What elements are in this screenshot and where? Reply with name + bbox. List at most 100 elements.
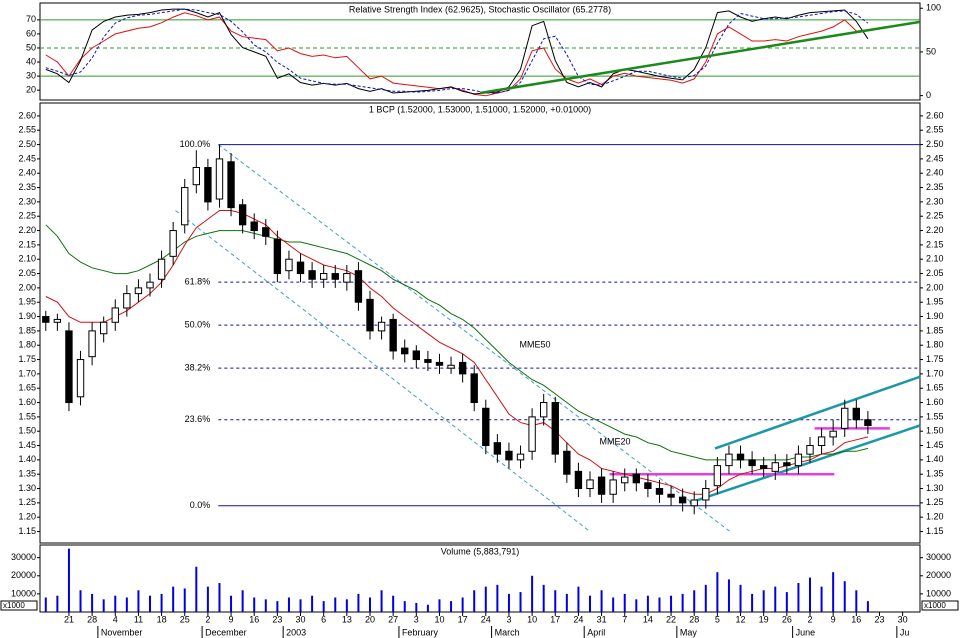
candle-body: [296, 261, 305, 275]
volume-bar: [531, 575, 534, 612]
y-tick-label: 2.20: [18, 225, 36, 235]
y-tick-label: 1.50: [18, 426, 36, 436]
volume-bar: [380, 590, 383, 612]
volume-bar: [739, 584, 742, 612]
volume-bar: [496, 584, 499, 612]
y-tick-label: 70: [26, 14, 36, 24]
candle-body: [285, 258, 293, 272]
month-label: April: [587, 627, 605, 637]
volume-bar: [392, 595, 395, 612]
y-tick-label: 2.35: [926, 182, 944, 192]
candle-body: [817, 436, 826, 447]
candle-body: [540, 402, 548, 418]
candle-body: [424, 359, 432, 363]
unit-box: [921, 600, 959, 611]
volume-bar: [264, 599, 267, 612]
candle-body: [563, 450, 571, 475]
y-tick-label: 1.80: [926, 340, 944, 350]
volume-bar: [554, 590, 557, 612]
candle-body: [88, 330, 96, 358]
y-tick-label: 0: [926, 90, 931, 100]
volume-bar: [809, 577, 811, 612]
series-line: [45, 8, 869, 95]
y-tick-label: 1.45: [18, 440, 36, 450]
y-tick-label: 2.25: [926, 211, 944, 221]
y-tick-label: 2.50: [18, 139, 36, 149]
y-tick-label: 2.15: [926, 239, 944, 249]
volume-bar: [600, 590, 603, 612]
y-tick-label: 1.55: [18, 411, 36, 421]
x-tick-label: 14: [643, 614, 653, 624]
candle-body: [678, 496, 687, 504]
x-tick-label: 21: [64, 614, 74, 624]
y-tick-label: 2.15: [18, 239, 36, 249]
y-tick-label: 1.75: [926, 354, 944, 364]
candle-body: [783, 462, 791, 467]
x-tick-label: 4: [113, 614, 118, 624]
volume-bar: [102, 599, 105, 612]
volume-bar: [276, 601, 279, 612]
x-tick-label: 6: [321, 614, 326, 624]
volume-bar: [727, 579, 730, 612]
x-tick-label: 9: [831, 614, 836, 624]
y-tick-label: 1.35: [926, 469, 944, 479]
volume-bar: [693, 590, 696, 612]
y-tick-label: 2.05: [926, 268, 944, 278]
volume-bar: [843, 581, 846, 612]
volume-bar: [670, 595, 673, 612]
x-tick-label: 30: [296, 614, 306, 624]
series-line: [45, 8, 869, 94]
x-tick-label: 2: [205, 614, 210, 624]
y-tick-label: 100: [926, 3, 941, 13]
volume-bar: [473, 590, 476, 612]
candle-body: [864, 419, 872, 426]
candle-body: [516, 453, 525, 461]
candle-body: [320, 273, 328, 280]
volume-bar: [484, 586, 487, 612]
candle-body: [551, 402, 559, 455]
panel-title: Relative Strength Index (62.9625), Stoch…: [349, 4, 611, 14]
x-tick-label: 31: [597, 614, 607, 624]
y-tick-label: 1.70: [926, 368, 944, 378]
volume-bar: [345, 599, 348, 612]
y-tick-label: 50: [26, 42, 36, 52]
x-tick-label: 5: [715, 614, 720, 624]
x-tick-label: 13: [342, 614, 352, 624]
candle-body: [238, 204, 247, 226]
volume-bar: [241, 590, 244, 612]
series-label: MME20: [599, 436, 630, 446]
candle-body: [702, 488, 710, 501]
candle-body: [632, 473, 641, 484]
y-tick-label: 30: [26, 70, 36, 80]
unit-label: x1000: [924, 601, 946, 610]
volume-bar: [426, 604, 429, 612]
candle-body: [794, 453, 803, 467]
x-tick-label: 3: [506, 614, 511, 624]
x-tick-label: 24: [573, 614, 583, 624]
candle-body: [412, 350, 421, 361]
x-tick-label: 25: [180, 614, 190, 624]
candle-body: [204, 166, 212, 203]
y-tick-label: 10000: [926, 588, 951, 598]
volume-bar: [79, 590, 82, 612]
y-tick-label: 1.95: [18, 297, 36, 307]
y-tick-label: 1.80: [18, 340, 36, 350]
candle-body: [377, 321, 386, 332]
panel-frame: [39, 544, 921, 613]
volume-bar: [230, 595, 233, 612]
candle-body: [806, 445, 814, 455]
series-line: [45, 224, 869, 461]
candle-body: [725, 453, 733, 467]
candle-body: [458, 361, 467, 375]
candle-body: [667, 493, 675, 498]
x-tick-label: 24: [481, 614, 491, 624]
x-tick-label: 2: [807, 614, 812, 624]
y-tick-label: 1.55: [926, 411, 944, 421]
y-tick-label: 1.15: [926, 526, 944, 536]
volume-bar: [56, 595, 59, 612]
y-tick-label: 1.40: [926, 454, 944, 464]
month-label: 2003: [286, 627, 306, 637]
y-tick-label: 2.45: [926, 153, 944, 163]
y-tick-label: 1.85: [18, 325, 36, 335]
candle-body: [169, 230, 177, 257]
